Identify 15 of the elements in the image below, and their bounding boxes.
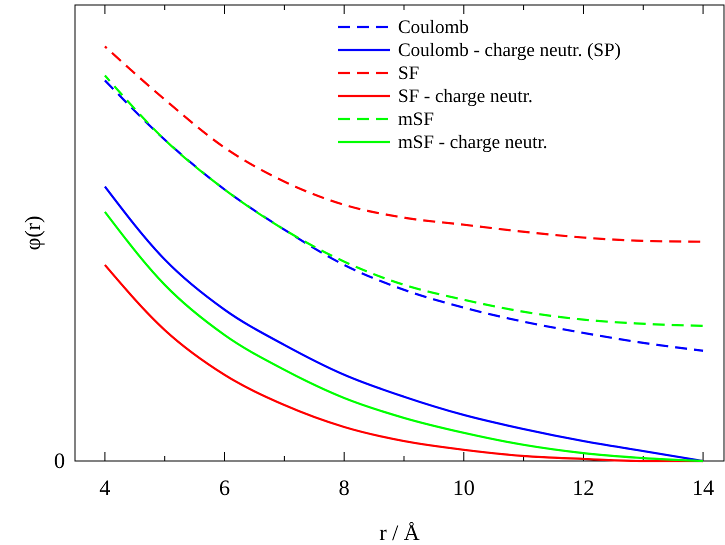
- legend-label: SF: [398, 63, 420, 84]
- x-tick-label: 12: [572, 475, 594, 500]
- x-axis-title: r / Å: [379, 520, 420, 545]
- legend-label: mSF: [398, 109, 434, 130]
- legend-label: Coulomb: [398, 17, 469, 38]
- x-tick-label: 8: [338, 475, 350, 500]
- legend-label: SF - charge neutr.: [398, 86, 533, 107]
- legend-label: Coulomb - charge neutr. (SP): [398, 40, 621, 61]
- x-tick-label: 14: [692, 475, 714, 500]
- x-tick-label: 4: [99, 475, 110, 500]
- x-tick-label: 10: [452, 475, 475, 500]
- x-tick-label: 6: [219, 475, 230, 500]
- legend-label: mSF - charge neutr.: [398, 132, 548, 153]
- text: 0: [54, 448, 65, 473]
- y-axis-title: φ(r): [20, 216, 45, 250]
